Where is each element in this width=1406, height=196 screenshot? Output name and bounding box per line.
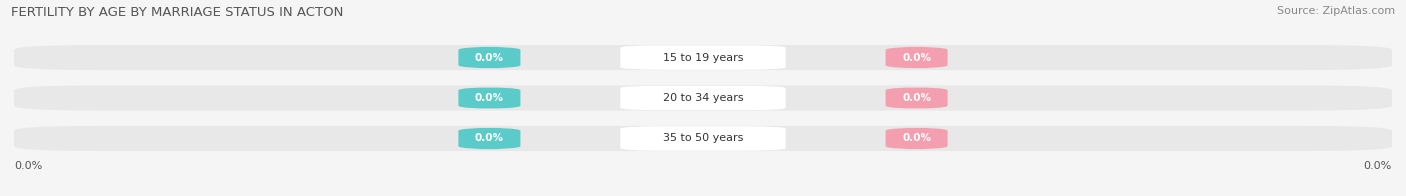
FancyBboxPatch shape xyxy=(620,45,786,70)
FancyBboxPatch shape xyxy=(886,87,948,109)
FancyBboxPatch shape xyxy=(14,126,1392,151)
FancyBboxPatch shape xyxy=(620,86,786,110)
Text: 0.0%: 0.0% xyxy=(475,93,503,103)
Text: 0.0%: 0.0% xyxy=(475,133,503,143)
Text: 0.0%: 0.0% xyxy=(14,161,42,171)
Text: Source: ZipAtlas.com: Source: ZipAtlas.com xyxy=(1277,6,1395,16)
FancyBboxPatch shape xyxy=(458,128,520,149)
Text: FERTILITY BY AGE BY MARRIAGE STATUS IN ACTON: FERTILITY BY AGE BY MARRIAGE STATUS IN A… xyxy=(11,6,343,19)
FancyBboxPatch shape xyxy=(620,126,786,151)
Text: 0.0%: 0.0% xyxy=(903,93,931,103)
Text: 0.0%: 0.0% xyxy=(903,133,931,143)
FancyBboxPatch shape xyxy=(14,85,1392,111)
FancyBboxPatch shape xyxy=(886,128,948,149)
Text: 35 to 50 years: 35 to 50 years xyxy=(662,133,744,143)
Text: 0.0%: 0.0% xyxy=(903,53,931,63)
Text: 15 to 19 years: 15 to 19 years xyxy=(662,53,744,63)
FancyBboxPatch shape xyxy=(458,87,520,109)
Text: 20 to 34 years: 20 to 34 years xyxy=(662,93,744,103)
FancyBboxPatch shape xyxy=(458,47,520,68)
FancyBboxPatch shape xyxy=(886,47,948,68)
FancyBboxPatch shape xyxy=(14,45,1392,70)
Text: 0.0%: 0.0% xyxy=(475,53,503,63)
Text: 0.0%: 0.0% xyxy=(1364,161,1392,171)
